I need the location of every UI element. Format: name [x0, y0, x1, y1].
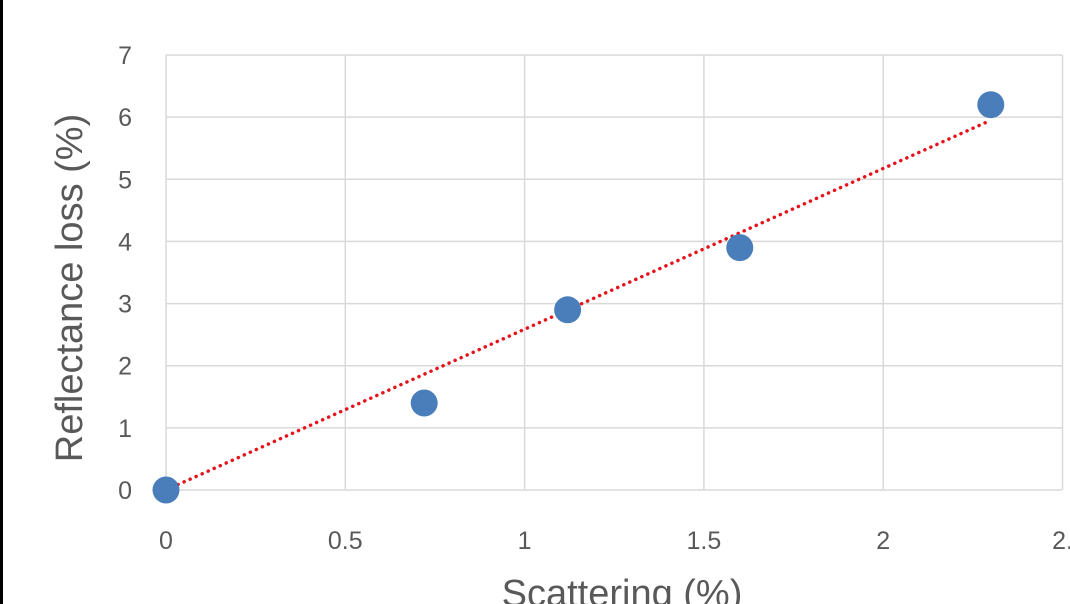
y-axis-title: Reflectance loss (%)	[49, 114, 91, 462]
x-tick-label: 1	[518, 527, 532, 555]
trendline-group	[164, 118, 993, 492]
y-tick-label: 2	[118, 353, 132, 381]
left-border	[0, 0, 3, 604]
x-tick-label: 1.5	[687, 527, 722, 555]
y-tick-label: 3	[118, 291, 132, 319]
y-tick-label: 7	[118, 42, 132, 70]
x-tick-label: 2.	[1052, 527, 1070, 555]
data-point	[554, 296, 582, 324]
data-point	[152, 476, 180, 504]
y-tick-label: 1	[118, 415, 132, 443]
x-tick-label: 0	[159, 527, 173, 555]
data-point	[726, 234, 754, 262]
data-point	[977, 91, 1005, 119]
y-tick-label: 5	[118, 166, 132, 194]
tick-labels: 0 1 2 3 4 5 6 7 0 0.5 1 1.5 2 2.	[118, 42, 1070, 555]
y-tick-label: 6	[118, 104, 132, 132]
x-axis-title: Scattering (%)	[502, 573, 743, 604]
y-tick-label: 0	[118, 477, 132, 505]
data-points	[152, 91, 1005, 504]
x-tick-label: 0.5	[328, 527, 363, 555]
data-point	[410, 389, 438, 417]
grid	[165, 54, 1064, 491]
x-tick-label: 2	[876, 527, 890, 555]
y-tick-label: 4	[118, 228, 132, 256]
trendline	[164, 118, 993, 492]
